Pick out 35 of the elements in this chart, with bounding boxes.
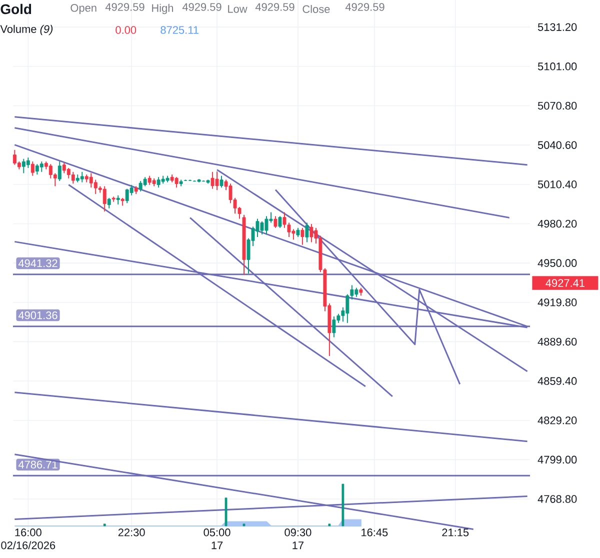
y-tick-label: 4768.80 — [538, 495, 577, 503]
ref-line-label: 4786.71 — [18, 460, 58, 468]
y-tick-label: 4889.60 — [538, 338, 577, 346]
annotation: 0.00 — [116, 26, 136, 34]
annotation: 8725.11 — [160, 26, 198, 34]
y-tick-label: 5101.00 — [538, 62, 577, 70]
text: 4927.41 — [546, 279, 584, 287]
annotation: 4929.59 — [105, 3, 144, 11]
annotation: High — [152, 4, 174, 14]
y-tick-label: 5131.20 — [538, 23, 577, 31]
annotation: Open — [70, 4, 96, 14]
annotation: Close — [302, 4, 330, 14]
annotation: Volume (9) — [0, 24, 53, 36]
x-tick-label: 16:45 — [362, 528, 388, 536]
y-tick-label: 5010.40 — [538, 180, 577, 188]
y-tick-label: 4980.20 — [538, 220, 577, 228]
y-tick-label: 5040.60 — [538, 141, 577, 149]
y-tick-label: 5070.80 — [538, 102, 577, 110]
x-tick-label: 05:00 17 — [204, 528, 230, 550]
ref-line-label: 4901.36 — [18, 311, 58, 320]
x-tick-label: 16:00 02/16/2026 — [1, 528, 56, 550]
annotation: 4929.59 — [182, 3, 222, 11]
y-tick-label: 4950.00 — [538, 259, 577, 267]
x-tick-label: 09:30 17 — [284, 528, 312, 550]
x-tick-label: 22:30 — [118, 528, 145, 536]
chart-title: Gold — [0, 4, 32, 14]
annotation: Low — [228, 5, 248, 13]
y-tick-label: 4859.40 — [538, 377, 577, 385]
y-tick-label: 4829.20 — [538, 416, 577, 424]
y-tick-label: 4799.00 — [538, 456, 577, 464]
x-tick-label: 21:15 — [442, 528, 469, 536]
annotation: 4929.59 — [255, 3, 294, 11]
y-tick-label: 4919.80 — [538, 298, 577, 306]
annotation: 4929.59 — [345, 3, 384, 11]
ref-line-label: 4941.32 — [18, 259, 58, 268]
